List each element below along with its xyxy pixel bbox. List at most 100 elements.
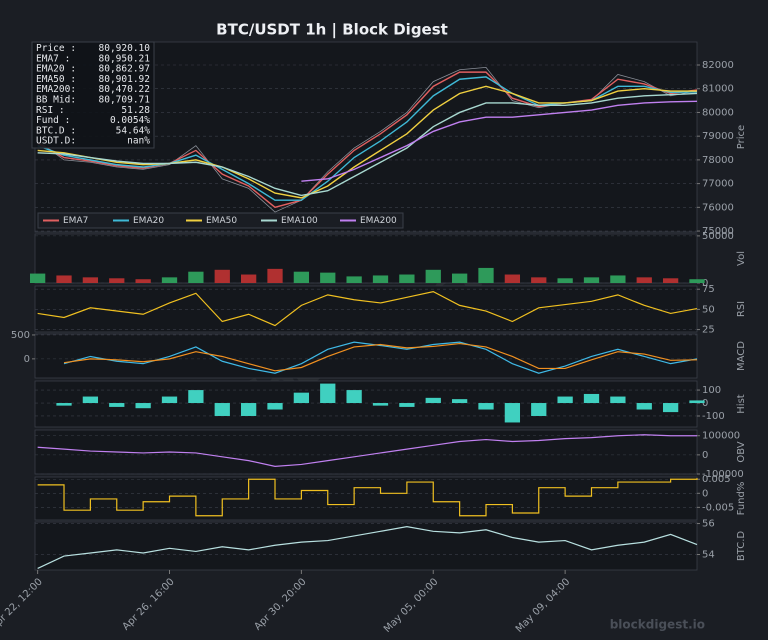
info-label: BTC.D : bbox=[36, 125, 76, 136]
bar bbox=[109, 278, 125, 283]
bar bbox=[662, 403, 679, 413]
panel bbox=[34, 380, 698, 428]
y-tick-label: 75 bbox=[702, 284, 715, 295]
y-tick-label: 56 bbox=[702, 519, 715, 530]
bar bbox=[636, 403, 652, 410]
bar bbox=[583, 277, 600, 283]
legend-label: EMA100 bbox=[281, 216, 318, 226]
info-label: USDT.D: bbox=[36, 136, 76, 147]
bar bbox=[82, 396, 99, 404]
series-line bbox=[37, 478, 698, 517]
info-value: nan% bbox=[127, 136, 150, 147]
bar bbox=[267, 268, 283, 283]
bar bbox=[451, 273, 468, 283]
bar bbox=[82, 277, 99, 283]
bar bbox=[188, 390, 204, 404]
y-axis-label: OBV bbox=[736, 441, 747, 462]
info-label: EMA200: bbox=[36, 84, 76, 95]
panel bbox=[34, 521, 698, 571]
y-tick-label: 0 bbox=[702, 450, 708, 461]
y-tick-label: 75000 bbox=[702, 226, 734, 237]
legend bbox=[37, 212, 404, 229]
info-value: 80,862.97 bbox=[99, 64, 150, 75]
bar bbox=[320, 383, 336, 404]
bar bbox=[240, 274, 257, 283]
bar bbox=[29, 273, 46, 283]
legend-label: EMA7 bbox=[63, 216, 88, 226]
bar bbox=[610, 275, 626, 283]
info-label: Price : bbox=[36, 43, 76, 54]
y-axis-label: MACD bbox=[736, 341, 747, 371]
y-axis-label: RSI bbox=[736, 301, 747, 317]
info-label: EMA7 : bbox=[36, 53, 70, 64]
info-label: RSI : bbox=[36, 105, 65, 116]
info-value: 51.28 bbox=[121, 105, 150, 116]
y-tick-label: 78000 bbox=[702, 155, 734, 166]
panel bbox=[34, 333, 698, 379]
bar bbox=[320, 272, 336, 283]
y-tick-label: 100 bbox=[702, 385, 721, 396]
y-tick-label: 77000 bbox=[702, 179, 734, 190]
legend-label: EMA200 bbox=[360, 216, 397, 226]
y-tick-label: 79000 bbox=[702, 131, 734, 142]
bar bbox=[557, 278, 573, 283]
bar bbox=[504, 403, 521, 423]
series-line bbox=[37, 71, 698, 209]
panel bbox=[34, 476, 698, 521]
y-tick-label: 100000 bbox=[702, 431, 740, 442]
panel bbox=[34, 285, 698, 333]
series-line bbox=[63, 341, 698, 374]
bar bbox=[662, 278, 679, 283]
bar bbox=[372, 275, 389, 283]
y-axis-label: BTC.D bbox=[736, 531, 747, 562]
y-tick-label: 0 bbox=[702, 398, 708, 409]
info-label: BB Mid: bbox=[36, 95, 76, 106]
bar bbox=[267, 403, 283, 410]
bar bbox=[425, 397, 441, 404]
legend-label: EMA20 bbox=[133, 216, 164, 226]
bar bbox=[531, 277, 547, 283]
y-tick-label: 80000 bbox=[702, 107, 734, 118]
y-axis-label: Vol bbox=[736, 251, 747, 266]
info-value: 80,920.10 bbox=[99, 43, 151, 54]
y-tick-label: 54 bbox=[702, 550, 715, 561]
bar bbox=[161, 277, 178, 283]
bar bbox=[583, 393, 600, 404]
info-box bbox=[31, 41, 155, 149]
bar bbox=[214, 403, 230, 416]
info-label: EMA50 : bbox=[36, 74, 76, 85]
y-tick-label: 0 bbox=[24, 354, 30, 365]
bar bbox=[56, 275, 72, 283]
panel bbox=[34, 233, 698, 284]
y-tick-label: 0.005 bbox=[702, 474, 731, 485]
y-axis-label: Hist bbox=[736, 394, 747, 414]
bar bbox=[610, 396, 626, 404]
bar bbox=[188, 271, 204, 283]
bar bbox=[372, 403, 389, 406]
bar bbox=[557, 396, 573, 404]
bar bbox=[346, 276, 362, 283]
series-line bbox=[37, 526, 698, 569]
y-tick-label: -100 bbox=[702, 411, 725, 422]
y-axis-label: Price bbox=[736, 125, 747, 149]
bar bbox=[399, 403, 415, 407]
y-tick-label: 81000 bbox=[702, 84, 734, 95]
bar bbox=[425, 269, 441, 283]
info-value: 80,470.22 bbox=[99, 84, 150, 95]
bar bbox=[346, 390, 362, 404]
series-line bbox=[37, 434, 697, 467]
bar bbox=[293, 271, 310, 283]
bar bbox=[293, 392, 310, 404]
y-tick-label: -100000 bbox=[702, 469, 744, 480]
y-tick-label: 500 bbox=[11, 330, 30, 341]
y-tick-label: 0 bbox=[702, 278, 708, 289]
bar bbox=[689, 279, 705, 283]
series-line bbox=[63, 342, 698, 372]
bar bbox=[135, 279, 151, 283]
info-label: EMA20 : bbox=[36, 64, 76, 75]
info-value: 0.0054% bbox=[110, 115, 150, 126]
y-axis-label: Fund% bbox=[736, 482, 747, 516]
y-tick-label: -0.005 bbox=[702, 502, 734, 513]
bar bbox=[451, 399, 468, 404]
info-value: 80,950.21 bbox=[99, 53, 151, 64]
